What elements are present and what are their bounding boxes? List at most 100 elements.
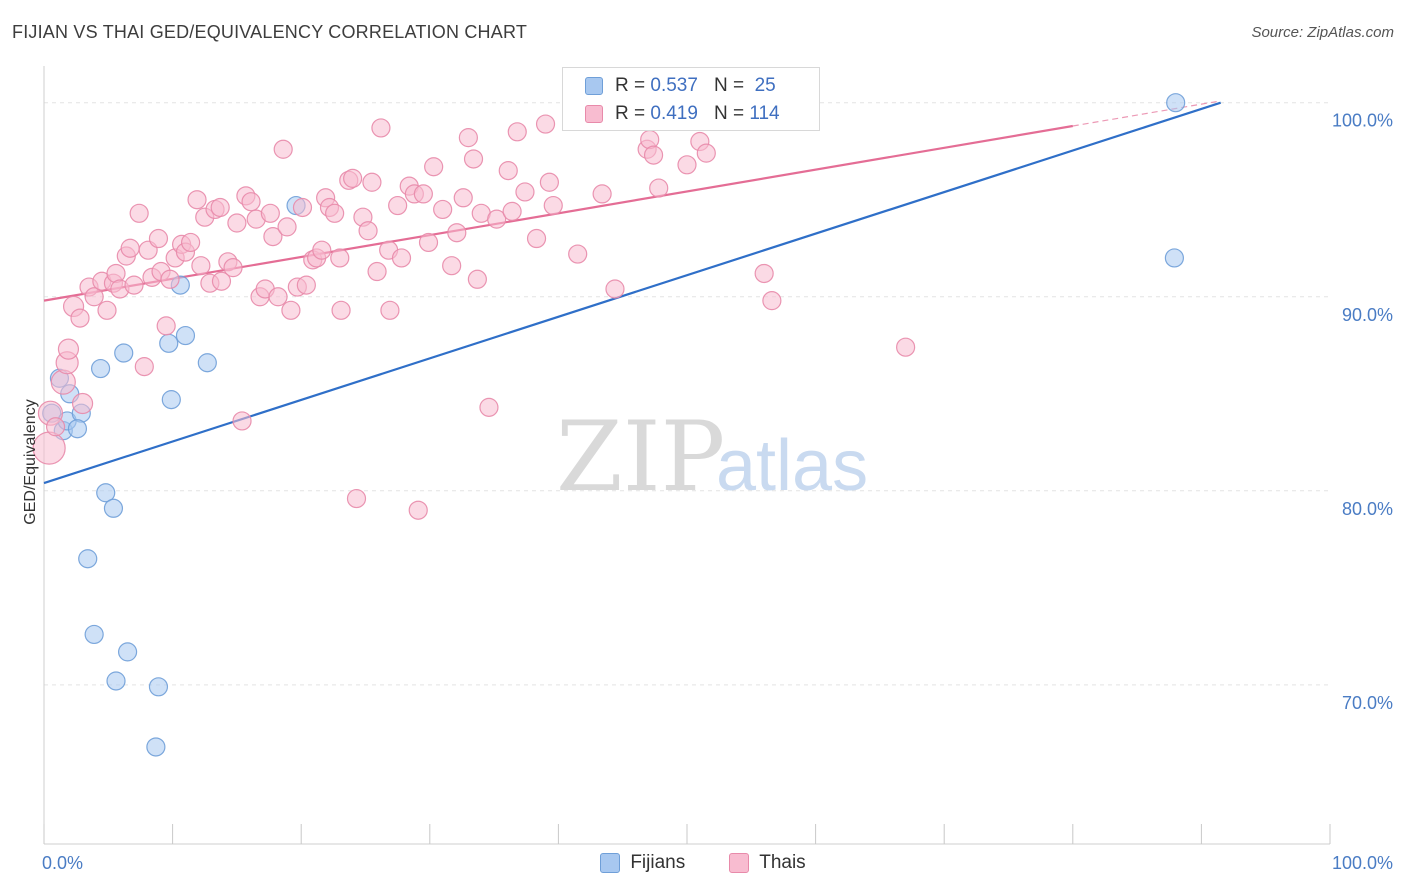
data-point bbox=[358, 221, 378, 241]
data-point bbox=[515, 182, 535, 202]
thais-swatch bbox=[729, 853, 750, 873]
data-point bbox=[90, 358, 111, 379]
data-point bbox=[71, 392, 94, 415]
data-point bbox=[463, 149, 484, 169]
y-tick-label: 80.0% bbox=[1342, 499, 1393, 519]
data-point bbox=[187, 190, 207, 210]
data-point bbox=[526, 228, 547, 249]
data-point bbox=[268, 287, 288, 307]
data-point bbox=[388, 195, 408, 216]
data-point bbox=[649, 178, 669, 198]
data-point bbox=[362, 172, 382, 192]
data-point bbox=[159, 333, 179, 353]
data-point bbox=[175, 325, 196, 346]
watermark-zip: ZIP bbox=[556, 401, 725, 513]
grid-lines bbox=[44, 102, 1330, 686]
data-point bbox=[433, 199, 453, 220]
data-point bbox=[160, 269, 180, 289]
data-point bbox=[296, 275, 316, 295]
data-point bbox=[124, 275, 144, 295]
x-tick-label: 0.0% bbox=[42, 853, 83, 873]
data-point bbox=[380, 300, 400, 320]
data-point bbox=[330, 248, 350, 268]
trend-line-extension bbox=[1072, 100, 1221, 127]
data-point bbox=[156, 316, 176, 336]
data-point bbox=[191, 256, 211, 276]
data-point bbox=[371, 118, 391, 138]
data-point bbox=[181, 232, 201, 253]
data-point bbox=[134, 357, 154, 377]
data-point bbox=[227, 213, 247, 233]
data-point bbox=[129, 203, 149, 223]
r-label: R = bbox=[615, 103, 646, 124]
legend-row-thais: R = 0.419 N = 114 bbox=[585, 101, 780, 127]
data-point bbox=[148, 677, 169, 697]
data-point bbox=[78, 549, 98, 569]
data-point bbox=[539, 172, 559, 192]
data-point bbox=[502, 201, 522, 221]
data-point bbox=[103, 498, 124, 518]
data-point bbox=[106, 671, 126, 691]
data-point bbox=[114, 343, 134, 363]
data-point bbox=[424, 157, 444, 177]
data-point bbox=[263, 226, 283, 247]
data-point bbox=[643, 145, 664, 165]
data-point bbox=[210, 197, 230, 218]
fijians-swatch bbox=[585, 77, 603, 95]
y-tick-label: 100.0% bbox=[1332, 111, 1393, 131]
thais-swatch bbox=[585, 105, 603, 123]
data-point bbox=[331, 300, 351, 320]
data-point bbox=[57, 338, 80, 360]
r-value: 0.419 bbox=[650, 103, 698, 124]
data-point bbox=[146, 737, 166, 757]
data-point bbox=[241, 192, 261, 212]
n-value: 25 bbox=[754, 75, 776, 96]
data-point bbox=[277, 217, 297, 237]
data-point bbox=[442, 256, 462, 276]
data-point bbox=[754, 263, 774, 284]
data-point bbox=[325, 203, 345, 223]
data-point bbox=[117, 642, 138, 662]
data-point bbox=[453, 188, 473, 208]
data-point bbox=[467, 269, 487, 289]
data-point bbox=[161, 390, 181, 410]
data-point bbox=[896, 337, 916, 357]
data-point bbox=[762, 291, 782, 311]
legend-row-fijians: R = 0.537 N = 25 bbox=[585, 73, 776, 99]
legend-item-fijians[interactable]: Fijians bbox=[600, 852, 685, 874]
data-point bbox=[281, 300, 301, 320]
data-point bbox=[543, 195, 563, 216]
data-point bbox=[391, 248, 412, 268]
data-point bbox=[507, 122, 527, 142]
data-points bbox=[32, 91, 1186, 757]
legend-label-fijians: Fijians bbox=[630, 852, 686, 873]
series-thais bbox=[32, 91, 916, 520]
data-point bbox=[84, 287, 104, 307]
data-point bbox=[447, 223, 467, 243]
data-point bbox=[418, 232, 439, 253]
data-point bbox=[50, 369, 76, 395]
data-point bbox=[292, 197, 313, 218]
data-point bbox=[408, 500, 428, 520]
data-point bbox=[67, 419, 88, 439]
data-point bbox=[120, 238, 140, 258]
fijians-swatch bbox=[600, 853, 621, 873]
source-label: Source: ZipAtlas.com bbox=[1251, 24, 1394, 41]
data-point bbox=[197, 353, 217, 373]
data-point bbox=[413, 184, 433, 204]
data-point bbox=[343, 168, 363, 188]
data-point bbox=[45, 417, 66, 437]
data-point bbox=[97, 300, 117, 320]
legend-item-thais[interactable]: Thais bbox=[729, 852, 806, 874]
data-point bbox=[148, 228, 169, 249]
data-point bbox=[232, 411, 252, 431]
data-point bbox=[498, 161, 518, 181]
data-point bbox=[96, 483, 116, 503]
axis-labels: 70.0% 80.0% 90.0% 100.0% 0.0% 100.0% GED/Equiv… bbox=[22, 111, 1393, 873]
n-value: 114 bbox=[749, 103, 780, 124]
chart-title: FIJIAN VS THAI GED/EQUIVALENCY CORRELATI… bbox=[12, 22, 528, 42]
data-point bbox=[312, 240, 332, 260]
data-point bbox=[367, 261, 387, 282]
r-value: 0.537 bbox=[650, 75, 698, 96]
